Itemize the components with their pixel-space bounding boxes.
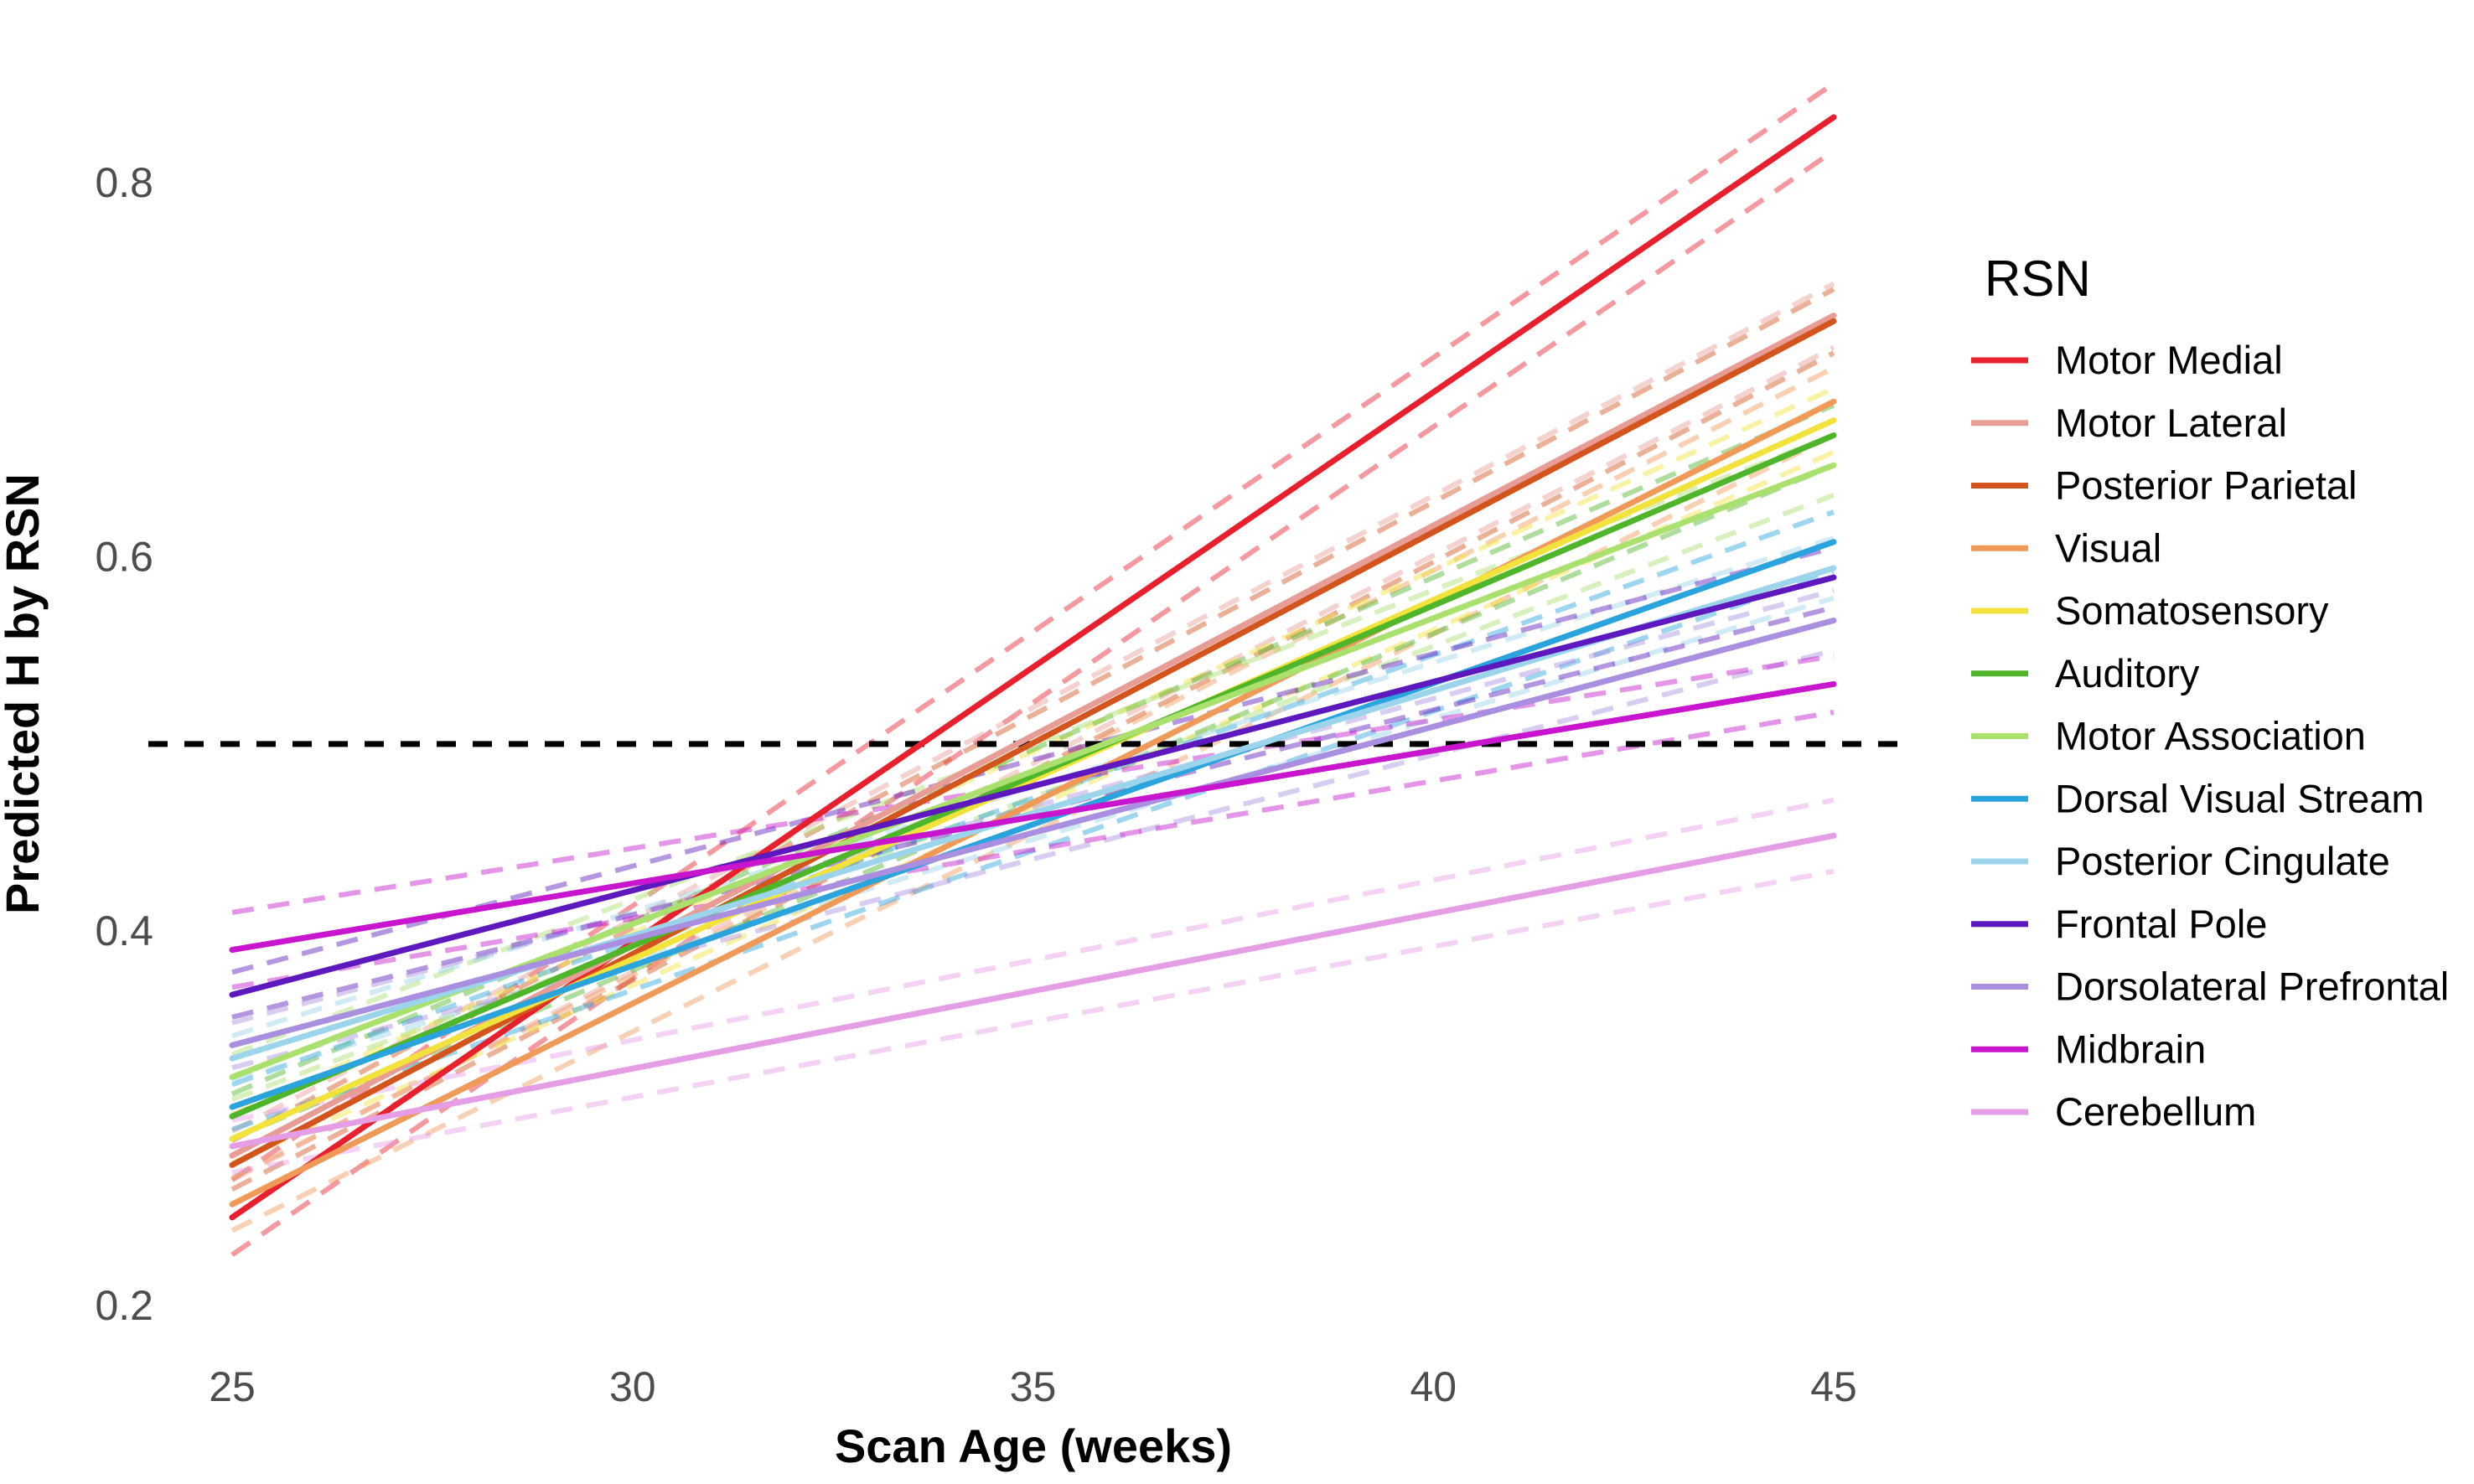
ci-upper-motor-lateral [230, 281, 1835, 1134]
y-tick-label: 0.8 [95, 159, 153, 206]
ci-lower-dorsolateral-prefrontal [231, 648, 1835, 1071]
line-posterior-parietal [229, 318, 1837, 1168]
line-dorsal-visual-stream [229, 539, 1837, 1110]
ci-upper-frontal-pole [231, 545, 1835, 975]
y-tick-label: 0.4 [95, 907, 153, 954]
line-dorsolateral-prefrontal [229, 618, 1837, 1048]
ci-lower-motor-lateral [230, 344, 1835, 1182]
legend-label-auditory: Auditory [2055, 651, 2200, 695]
x-tick-label: 25 [209, 1363, 256, 1410]
x-tick-label: 35 [1010, 1363, 1057, 1410]
y-tick-label: 0.6 [95, 534, 153, 581]
x-tick-label: 45 [1810, 1363, 1857, 1410]
y-axis-title: Predicted H by RSN [0, 473, 49, 914]
ci-lower-dorsal-visual-stream [231, 569, 1835, 1132]
ci-upper-dorsolateral-prefrontal [231, 587, 1835, 1026]
ci-upper-somatosensory [230, 385, 1835, 1117]
line-auditory [229, 432, 1837, 1119]
legend-label-somatosensory: Somatosensory [2055, 588, 2329, 633]
ci-upper-dorsal-visual-stream [230, 509, 1835, 1088]
ci-lower-somatosensory [230, 449, 1835, 1166]
x-tick-label: 40 [1410, 1363, 1457, 1410]
ci-lower-motor-association [230, 493, 1835, 1102]
line-motor-medial [229, 114, 1837, 1221]
legend-label-posterior-cingulate: Posterior Cingulate [2055, 839, 2390, 883]
line-cerebellum [229, 832, 1837, 1150]
ci-upper-cerebellum [231, 797, 1835, 1123]
legend-label-frontal-pole: Frontal Pole [2055, 902, 2267, 946]
legend-label-cerebellum: Cerebellum [2055, 1089, 2256, 1134]
ci-lower-posterior-cingulate [231, 595, 1835, 1083]
legend-label-midbrain: Midbrain [2055, 1026, 2206, 1071]
x-tick-label: 30 [609, 1363, 656, 1410]
legend-label-posterior-parietal: Posterior Parietal [2055, 463, 2358, 508]
ci-upper-posterior-parietal [230, 287, 1835, 1143]
line-frontal-pole [229, 574, 1837, 998]
ci-upper-visual [230, 365, 1835, 1181]
legend-label-visual: Visual [2055, 525, 2161, 570]
ci-lower-cerebellum [231, 868, 1835, 1176]
legend-label-motor-medial: Motor Medial [2055, 338, 2283, 382]
legend-label-dorsal-visual-stream: Dorsal Visual Stream [2055, 776, 2425, 820]
legend-label-dorsolateral-prefrontal: Dorsolateral Prefrontal [2055, 964, 2449, 1009]
legend-title: RSN [1985, 251, 2091, 307]
legend-label-motor-association: Motor Association [2055, 714, 2366, 758]
line-midbrain [229, 680, 1837, 954]
line-somatosensory [229, 417, 1837, 1142]
ci-lower-motor-medial [230, 148, 1835, 1257]
y-tick-label: 0.2 [95, 1282, 153, 1329]
ci-lower-frontal-pole [231, 604, 1835, 1020]
ci-lower-midbrain [231, 709, 1835, 990]
x-axis-title: Scan Age (weeks) [835, 1419, 1232, 1472]
line-visual [229, 398, 1837, 1207]
legend-label-motor-lateral: Motor Lateral [2055, 401, 2287, 445]
